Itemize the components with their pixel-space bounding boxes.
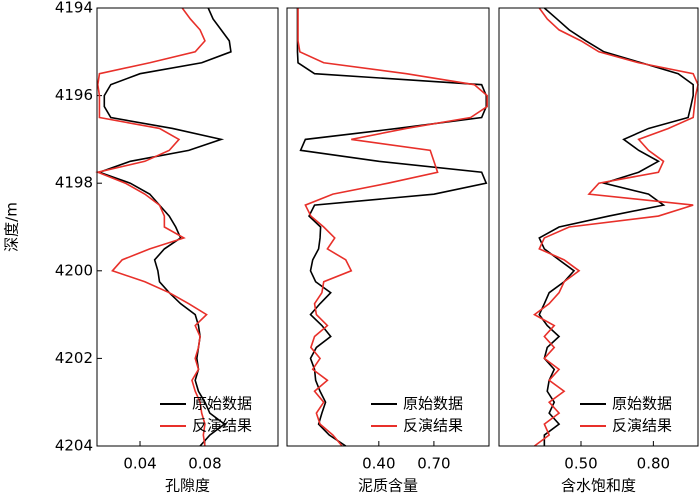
x-tick-label: 0.08	[188, 455, 221, 473]
legend-label: 反演结果	[192, 417, 252, 435]
y-tick-label: 4194	[55, 0, 93, 17]
plot-frame	[498, 7, 699, 447]
data-line	[538, 7, 694, 446]
y-tick-label: 4204	[55, 437, 93, 455]
plot-frame	[96, 7, 279, 447]
legend-label: 反演结果	[403, 417, 463, 435]
data-line	[532, 7, 699, 447]
x-tick-label: 0.40	[362, 455, 395, 473]
x-axis-label: 泥质含量	[358, 477, 418, 495]
y-tick-label: 4196	[55, 86, 93, 104]
y-axis-label: 深度/m	[3, 202, 21, 252]
y-tick-label: 4200	[55, 261, 93, 279]
legend-label: 原始数据	[403, 395, 463, 413]
x-axis-label: 含水饱和度	[561, 477, 636, 495]
data-line	[95, 7, 208, 447]
x-tick-label: 0.80	[637, 455, 670, 473]
data-line	[97, 7, 232, 447]
x-tick-label: 0.70	[417, 455, 450, 473]
x-axis-label: 孔隙度	[165, 477, 210, 495]
data-line	[297, 8, 488, 447]
plot-frame	[286, 7, 490, 447]
legend-label: 反演结果	[612, 417, 672, 435]
y-tick-label: 4202	[55, 349, 93, 367]
x-tick-label: 0.04	[123, 455, 156, 473]
data-line	[296, 8, 488, 447]
x-tick-label: 0.50	[564, 455, 597, 473]
legend-label: 原始数据	[612, 395, 672, 413]
legend-label: 原始数据	[192, 395, 252, 413]
y-tick-label: 4198	[55, 174, 93, 192]
